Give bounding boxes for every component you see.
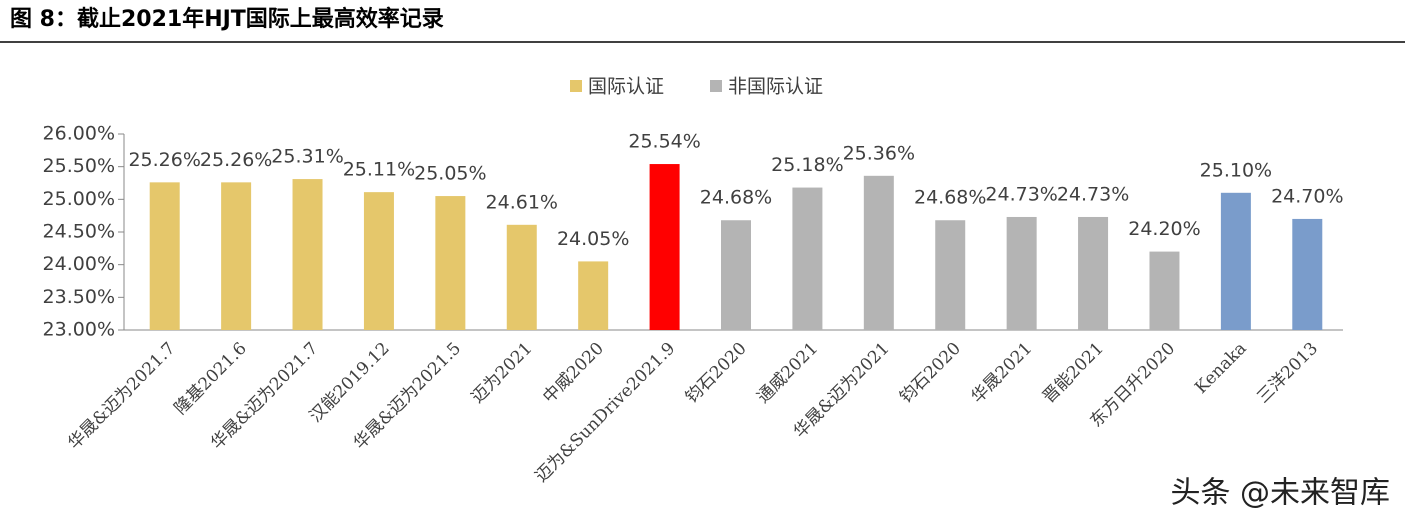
x-tick-label: 钧石2020 [896, 339, 965, 408]
x-tick-label: 华晟&迈为2021.7 [64, 339, 179, 454]
bar [1149, 251, 1180, 330]
bar [363, 192, 394, 330]
x-tick-label: 晋能2021 [1039, 339, 1108, 408]
x-tick-label: 钧石2020 [682, 339, 751, 408]
x-tick-label: 迈为2021 [468, 339, 537, 408]
bar [649, 164, 680, 330]
x-tick-label: 华晟2021 [968, 339, 1037, 408]
y-tick-label: 24.00% [43, 253, 115, 275]
value-label: 24.05% [557, 228, 629, 250]
bar [863, 175, 894, 330]
y-tick-label: 25.00% [43, 188, 115, 210]
value-label: 25.10% [1200, 159, 1272, 181]
bar [149, 182, 180, 330]
value-label: 24.70% [1271, 185, 1343, 207]
bar [721, 220, 751, 330]
legend-swatch [710, 80, 722, 92]
bar [1292, 218, 1323, 330]
x-tick-label: 三洋2013 [1253, 339, 1322, 408]
value-label: 24.73% [1057, 183, 1129, 205]
value-label: 25.54% [628, 131, 700, 153]
value-label: 25.18% [771, 154, 843, 176]
bar [221, 182, 252, 330]
value-label: 24.20% [1128, 218, 1200, 240]
bar [506, 224, 537, 330]
value-label: 24.68% [700, 187, 772, 209]
value-label: 25.11% [343, 159, 415, 181]
value-label: 24.68% [914, 187, 986, 209]
bar [578, 261, 609, 330]
legend-label: 非国际认证 [728, 76, 823, 98]
bar [935, 220, 966, 330]
x-tick-label: 通威2021 [753, 339, 822, 408]
x-tick-label: Kenaka [1191, 339, 1250, 398]
value-label: 24.73% [985, 183, 1057, 205]
legend-label: 国际认证 [588, 76, 664, 98]
chart-title: 图 8：截止2021年HJT国际上最高效率记录 [10, 6, 444, 32]
x-tick-label: 迈为&SunDrive2021.9 [531, 339, 679, 487]
bar [435, 196, 466, 330]
y-tick-label: 25.50% [43, 155, 115, 177]
value-label: 25.31% [271, 146, 343, 168]
value-label: 25.26% [128, 149, 200, 171]
bar [1006, 216, 1037, 330]
bar [792, 187, 823, 330]
legend-swatch [570, 80, 582, 92]
y-tick-label: 24.50% [43, 221, 115, 243]
x-tick-label: 中威2020 [539, 339, 608, 408]
watermark: 头条 @未来智库 [1170, 476, 1390, 511]
value-label: 25.05% [414, 163, 486, 185]
y-tick-label: 23.50% [43, 286, 115, 308]
bar [1078, 216, 1109, 330]
bar [1220, 192, 1251, 330]
value-label: 24.61% [486, 191, 558, 213]
bar [292, 179, 323, 330]
y-tick-label: 26.00% [43, 123, 115, 145]
value-label: 25.26% [200, 149, 272, 171]
value-label: 25.36% [843, 142, 915, 164]
y-tick-label: 23.00% [43, 319, 115, 341]
